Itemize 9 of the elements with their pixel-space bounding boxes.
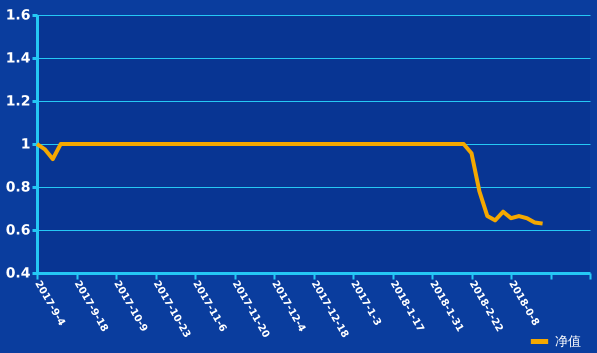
y-tick-label: 0.4 — [6, 266, 31, 282]
legend-label: 净值 — [555, 334, 581, 350]
y-tick-label: 1.6 — [6, 8, 30, 24]
y-tick-label: 0.8 — [6, 180, 30, 196]
y-tick-label: 1.4 — [6, 50, 31, 66]
line-series — [35, 142, 545, 226]
y-tick-label: 1.2 — [6, 94, 30, 110]
y-tick-label: 1 — [20, 136, 30, 152]
y-tick-label: 0.6 — [6, 222, 30, 238]
